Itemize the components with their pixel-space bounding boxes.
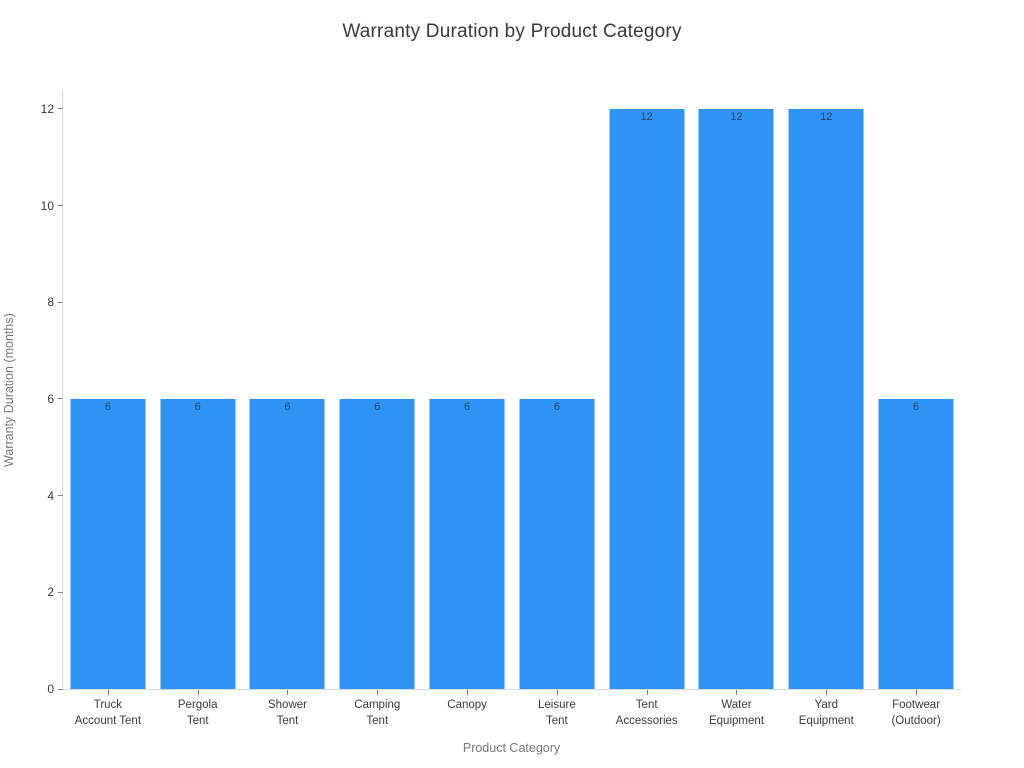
bar: 6 — [160, 398, 236, 689]
bar-value-label: 12 — [640, 110, 653, 123]
category-label-line: Accessories — [615, 714, 678, 727]
y-tick-label: 2 — [47, 585, 54, 600]
y-axis-ticks: 0 2 4 6 8 10 12 — [41, 90, 961, 696]
y-tick: 10 — [41, 199, 63, 213]
bar-value-label: 12 — [820, 110, 833, 123]
category-label: Yard Equipment — [769, 698, 883, 729]
y-tick-mark — [58, 591, 63, 593]
category-label-line: Yard — [814, 699, 838, 711]
bar-value-label: 6 — [913, 400, 920, 413]
category-label-line: Tent — [546, 714, 568, 727]
y-tick: 2 — [47, 585, 63, 599]
bar-slot: 6 Pergola Tent — [153, 90, 243, 727]
bars-container: 6 Truck Account Tent 6 Pergola Tent 6 Shower Ten… — [63, 90, 961, 727]
y-tick-label: 6 — [47, 391, 54, 406]
y-tick-mark — [58, 301, 63, 303]
y-tick-label: 10 — [40, 198, 54, 213]
y-tick-label: 8 — [47, 295, 54, 310]
bar-slot: 6 Camping Tent — [332, 90, 422, 727]
category-label: Footwear (Outdoor) — [859, 698, 973, 729]
bar-slot: 6 Canopy — [422, 90, 512, 711]
x-tick-mark — [736, 690, 738, 695]
x-tick-mark — [107, 690, 109, 695]
category-label-line: Water — [721, 699, 752, 711]
chart-title: Warranty Duration by Product Category — [342, 21, 682, 42]
bar-slot: 12 Tent Accessories — [602, 90, 692, 727]
category-label-line: Footwear — [892, 699, 941, 711]
y-tick-mark — [58, 688, 63, 690]
y-tick-mark — [58, 398, 63, 400]
bar-value-label: 6 — [464, 400, 471, 413]
bar-value-label: 6 — [284, 400, 291, 413]
bar: 6 — [878, 398, 954, 689]
bar: 12 — [698, 108, 774, 689]
bar: 6 — [519, 398, 595, 689]
x-tick-mark — [826, 690, 828, 695]
category-label: Camping Tent — [320, 698, 434, 729]
bar: 6 — [70, 398, 146, 689]
bar-slot: 6 Truck Account Tent — [63, 90, 153, 727]
x-tick-mark — [556, 690, 558, 695]
category-label: Leisure Tent — [500, 698, 614, 729]
category-label-line: Tent — [276, 714, 299, 727]
y-tick-mark — [58, 205, 63, 207]
bar-value-label: 12 — [730, 110, 743, 123]
y-tick-mark — [58, 495, 63, 497]
y-tick: 6 — [47, 392, 63, 406]
category-label-line: Camping — [354, 699, 401, 711]
bar-value-label: 6 — [553, 400, 560, 413]
y-tick-label: 4 — [47, 488, 54, 503]
x-tick-mark — [377, 690, 379, 695]
bar-value-label: 6 — [194, 400, 201, 413]
bar: 6 — [249, 398, 325, 689]
plot-area: 0 2 4 6 8 10 12 6 Truck Account Tent 6 Pergola Tent… — [41, 90, 961, 727]
category-label-line: Leisure — [538, 699, 576, 711]
category-label-line: Canopy — [447, 699, 487, 711]
bar-slot: 6 Leisure Tent — [512, 90, 602, 727]
bar-slot: 6 Footwear (Outdoor) — [871, 90, 961, 727]
category-label-line: Equipment — [798, 714, 854, 727]
y-tick-label: 12 — [40, 101, 54, 116]
y-tick-label: 0 — [47, 682, 54, 696]
bar: 12 — [788, 108, 864, 689]
x-tick-mark — [646, 690, 648, 695]
x-axis-title: Product Category — [462, 741, 561, 755]
category-label: Pergola Tent — [141, 698, 255, 729]
category-label-line: Truck — [93, 699, 123, 711]
y-tick-mark — [58, 108, 63, 110]
bar-slot: 12 Yard Equipment — [781, 90, 871, 727]
x-tick-mark — [916, 690, 918, 695]
bar-value-label: 6 — [374, 400, 381, 413]
category-label: Canopy — [410, 698, 524, 714]
bar-value-label: 6 — [104, 400, 111, 413]
category-label-line: Shower — [267, 699, 307, 711]
category-label: Tent Accessories — [590, 698, 704, 729]
bar: 6 — [429, 398, 505, 689]
category-label-line: Account Tent — [74, 714, 142, 727]
x-tick-mark — [467, 690, 469, 695]
y-tick: 12 — [41, 102, 63, 116]
x-tick-mark — [197, 690, 199, 695]
y-tick: 4 — [47, 489, 63, 503]
category-label: Truck Account Tent — [51, 698, 165, 729]
bar: 6 — [339, 398, 415, 689]
category-label: Water Equipment — [680, 698, 794, 729]
category-label-line: Pergola — [177, 699, 218, 711]
category-label-line: Tent — [366, 714, 389, 727]
y-tick: 0 — [47, 682, 63, 696]
bar-slot: 6 Shower Tent — [243, 90, 333, 727]
category-label-line: (Outdoor) — [891, 714, 941, 727]
y-axis-title: Warranty Duration (months) — [2, 313, 16, 467]
bar: 12 — [609, 108, 685, 689]
x-tick-mark — [287, 690, 289, 695]
bar-slot: 12 Water Equipment — [692, 90, 782, 727]
category-label-line: Tent — [186, 714, 209, 727]
category-label-line: Tent — [635, 699, 658, 711]
y-tick: 8 — [47, 295, 63, 309]
category-label: Shower Tent — [231, 698, 345, 729]
category-label-line: Equipment — [708, 714, 764, 727]
